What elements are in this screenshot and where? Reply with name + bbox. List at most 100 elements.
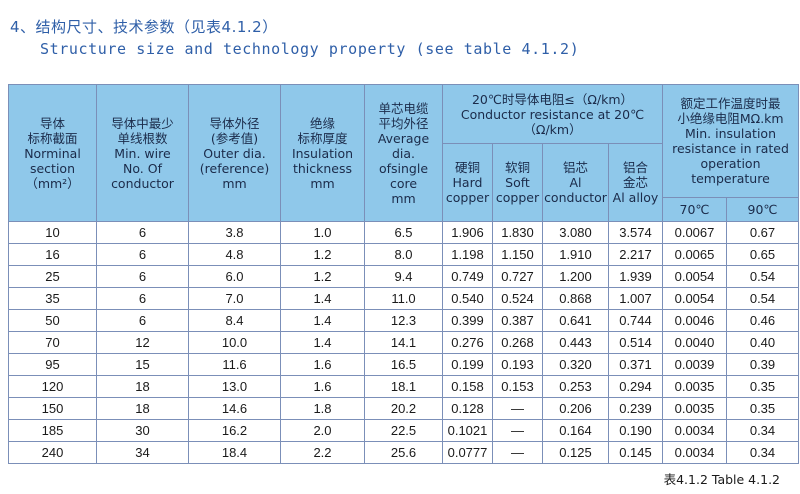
cell-section: 50: [8, 309, 97, 332]
table-row: 70 12 10.0 1.4 14.1 0.276 0.268 0.443 0.514 0.004…: [8, 331, 799, 354]
cell-al-conductor: 0.253: [542, 375, 609, 398]
cell-soft-copper: 0.153: [492, 375, 543, 398]
header-temp-90: 90℃: [726, 197, 799, 222]
cell-section: 16: [8, 243, 97, 266]
cell-min-wire: 34: [96, 441, 189, 464]
cell-soft-copper: 0.387: [492, 309, 543, 332]
cell-al-conductor: 3.080: [542, 221, 609, 244]
cell-min-wire: 18: [96, 397, 189, 420]
cell-section: 240: [8, 441, 97, 464]
cell-min-wire: 6: [96, 221, 189, 244]
cell-avg-dia: 25.6: [364, 441, 443, 464]
cell-ins-res-90: 0.39: [726, 353, 799, 376]
cell-outer-dia: 4.8: [188, 243, 281, 266]
header-outer-dia: 导体外径 (参考值) Outer dia. (reference) mm: [188, 84, 281, 222]
cell-avg-dia: 20.2: [364, 397, 443, 420]
cell-section: 10: [8, 221, 97, 244]
cell-avg-dia: 18.1: [364, 375, 443, 398]
cell-ins-res-70: 0.0039: [662, 353, 727, 376]
cell-avg-dia: 22.5: [364, 419, 443, 442]
header-soft-copper: 软铜 Soft copper: [492, 143, 543, 222]
cell-section: 150: [8, 397, 97, 420]
header-hard-copper: 硬铜 Hard copper: [442, 143, 493, 222]
cell-hard-copper: 0.158: [442, 375, 493, 398]
cell-outer-dia: 11.6: [188, 353, 281, 376]
cell-ins-res-90: 0.46: [726, 309, 799, 332]
header-avg-dia: 单芯电缆 平均外径 Average dia. ofsingle core mm: [364, 84, 443, 222]
cell-ins-res-70: 0.0034: [662, 419, 727, 442]
cell-hard-copper: 0.128: [442, 397, 493, 420]
cell-hard-copper: 0.0777: [442, 441, 493, 464]
cell-insulation: 1.0: [280, 221, 365, 244]
cell-soft-copper: 0.524: [492, 287, 543, 310]
cell-al-alloy: 0.371: [608, 353, 663, 376]
cell-outer-dia: 10.0: [188, 331, 281, 354]
cell-ins-res-90: 0.34: [726, 419, 799, 442]
cell-min-wire: 30: [96, 419, 189, 442]
cell-ins-res-70: 0.0034: [662, 441, 727, 464]
cell-min-wire: 18: [96, 375, 189, 398]
header-resistance: 20℃时导体电阻≤（Ω/km） Conductor resistance at …: [442, 84, 663, 144]
cell-ins-res-70: 0.0054: [662, 287, 727, 310]
cell-hard-copper: 1.198: [442, 243, 493, 266]
section-title-en: Structure size and technology property (…: [40, 40, 580, 58]
table-row: 185 30 16.2 2.0 22.5 0.1021—0.164 0.190 0.0034 0…: [8, 419, 799, 442]
cell-ins-res-90: 0.54: [726, 265, 799, 288]
table-row: 95 15 11.6 1.6 16.5 0.199 0.193 0.320 0.371 0.003…: [8, 353, 799, 376]
cell-ins-res-70: 0.0046: [662, 309, 727, 332]
cell-insulation: 2.0: [280, 419, 365, 442]
table-row: 16 6 4.8 1.2 8.0 1.198 1.150 1.910 2.217 0.0065 0.…: [8, 243, 799, 266]
table-row: 10 6 3.8 1.0 6.5 1.906 1.830 3.080 3.574 0.0067 0.…: [8, 221, 799, 244]
header-section: 导体 标称截面 Norminal section （mm²）: [8, 84, 97, 222]
cell-outer-dia: 6.0: [188, 265, 281, 288]
table-row: 150 18 14.6 1.8 20.2 0.128—0.206 0.239 0.0035 0.…: [8, 397, 799, 420]
cell-ins-res-90: 0.54: [726, 287, 799, 310]
cell-al-conductor: 0.443: [542, 331, 609, 354]
cell-outer-dia: 14.6: [188, 397, 281, 420]
table-row: 50 6 8.4 1.4 12.3 0.399 0.387 0.641 0.744 0.0046 0…: [8, 309, 799, 332]
header-al-alloy: 铝合 金芯 Al alloy: [608, 143, 663, 222]
cell-al-alloy: 0.744: [608, 309, 663, 332]
cell-section: 185: [8, 419, 97, 442]
cell-ins-res-90: 0.35: [726, 397, 799, 420]
cell-min-wire: 6: [96, 265, 189, 288]
cell-al-alloy: 0.514: [608, 331, 663, 354]
cell-avg-dia: 12.3: [364, 309, 443, 332]
cell-al-alloy: 2.217: [608, 243, 663, 266]
cell-min-wire: 12: [96, 331, 189, 354]
cell-ins-res-70: 0.0035: [662, 375, 727, 398]
cell-ins-res-70: 0.0065: [662, 243, 727, 266]
cell-hard-copper: 0.276: [442, 331, 493, 354]
cell-al-conductor: 0.320: [542, 353, 609, 376]
cell-section: 120: [8, 375, 97, 398]
cell-al-conductor: 0.641: [542, 309, 609, 332]
cell-avg-dia: 9.4: [364, 265, 443, 288]
cell-avg-dia: 8.0: [364, 243, 443, 266]
cell-al-alloy: 0.190: [608, 419, 663, 442]
cell-soft-copper: —: [492, 397, 543, 420]
header-min-wire: 导体中最少 单线根数 Min. wire No. Of conductor: [96, 84, 189, 222]
cell-al-alloy: 0.145: [608, 441, 663, 464]
cell-insulation: 2.2: [280, 441, 365, 464]
header-al-conductor: 铝芯 Al conductor: [542, 143, 609, 222]
cell-al-alloy: 3.574: [608, 221, 663, 244]
cell-soft-copper: —: [492, 441, 543, 464]
cell-avg-dia: 16.5: [364, 353, 443, 376]
header-temp-70: 70℃: [662, 197, 727, 222]
cell-section: 35: [8, 287, 97, 310]
cell-outer-dia: 18.4: [188, 441, 281, 464]
cell-min-wire: 15: [96, 353, 189, 376]
cell-ins-res-90: 0.65: [726, 243, 799, 266]
cell-ins-res-90: 0.40: [726, 331, 799, 354]
cell-outer-dia: 13.0: [188, 375, 281, 398]
cell-al-conductor: 0.206: [542, 397, 609, 420]
cell-hard-copper: 0.399: [442, 309, 493, 332]
cell-ins-res-70: 0.0040: [662, 331, 727, 354]
cell-insulation: 1.4: [280, 287, 365, 310]
cell-section: 25: [8, 265, 97, 288]
table-row: 35 6 7.0 1.4 11.0 0.540 0.524 0.868 1.007 0.0054 0…: [8, 287, 799, 310]
cell-al-conductor: 0.125: [542, 441, 609, 464]
cell-insulation: 1.2: [280, 265, 365, 288]
cell-hard-copper: 0.1021: [442, 419, 493, 442]
cell-insulation: 1.4: [280, 309, 365, 332]
